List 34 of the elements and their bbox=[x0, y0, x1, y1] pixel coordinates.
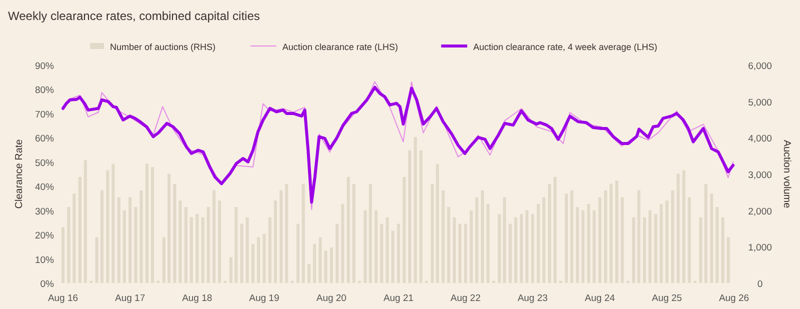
y2-tick-label: 3,000 bbox=[748, 170, 772, 181]
y2-tick-label: 6,000 bbox=[748, 61, 772, 72]
y-tick-label: 0% bbox=[40, 279, 55, 290]
y-tick-label: 20% bbox=[34, 230, 55, 242]
x-tick-label: Aug 26 bbox=[718, 293, 750, 304]
x-tick-label: Aug 20 bbox=[316, 293, 346, 304]
x-tick-label: Aug 16 bbox=[48, 293, 78, 304]
y-axis-title: Clearance Rate bbox=[14, 138, 25, 209]
legend-label: Auction clearance rate (LHS) bbox=[282, 42, 398, 52]
y-tick-label: 50% bbox=[34, 158, 55, 169]
y2-axis-title: Auction volume bbox=[781, 140, 792, 209]
x-tick-label: Aug 17 bbox=[115, 293, 146, 304]
legend-label: Auction clearance rate, 4 week average (LHS) bbox=[473, 42, 658, 52]
y-tick-label: 70% bbox=[34, 109, 55, 120]
y2-tick-label: 1,000 bbox=[748, 242, 772, 254]
y2-tick-label: 0 bbox=[757, 279, 763, 290]
y-tick-label: 90% bbox=[34, 61, 55, 72]
x-tick-label: Aug 25 bbox=[652, 293, 682, 304]
x-tick-label: Aug 22 bbox=[450, 293, 481, 304]
y-tick-label: 40% bbox=[34, 182, 55, 194]
chart-title: Weekly clearance rates, combined capital cities bbox=[8, 9, 260, 23]
x-tick-label: Aug 24 bbox=[584, 293, 615, 304]
x-tick-label: Aug 23 bbox=[518, 293, 548, 304]
x-tick-label: Aug 21 bbox=[383, 293, 414, 304]
y2-tick-label: 5,000 bbox=[748, 97, 772, 108]
y-tick-label: 60% bbox=[34, 134, 55, 145]
y-tick-label: 10% bbox=[34, 254, 55, 266]
y2-tick-label: 2,000 bbox=[748, 206, 772, 218]
legend-label: Number of auctions (RHS) bbox=[110, 42, 216, 52]
x-tick-label: Aug 18 bbox=[182, 293, 212, 304]
y-tick-label: 30% bbox=[34, 206, 55, 218]
y-tick-label: 80% bbox=[34, 85, 55, 96]
x-tick-label: Aug 19 bbox=[249, 293, 280, 304]
y2-tick-label: 4,000 bbox=[748, 134, 772, 145]
